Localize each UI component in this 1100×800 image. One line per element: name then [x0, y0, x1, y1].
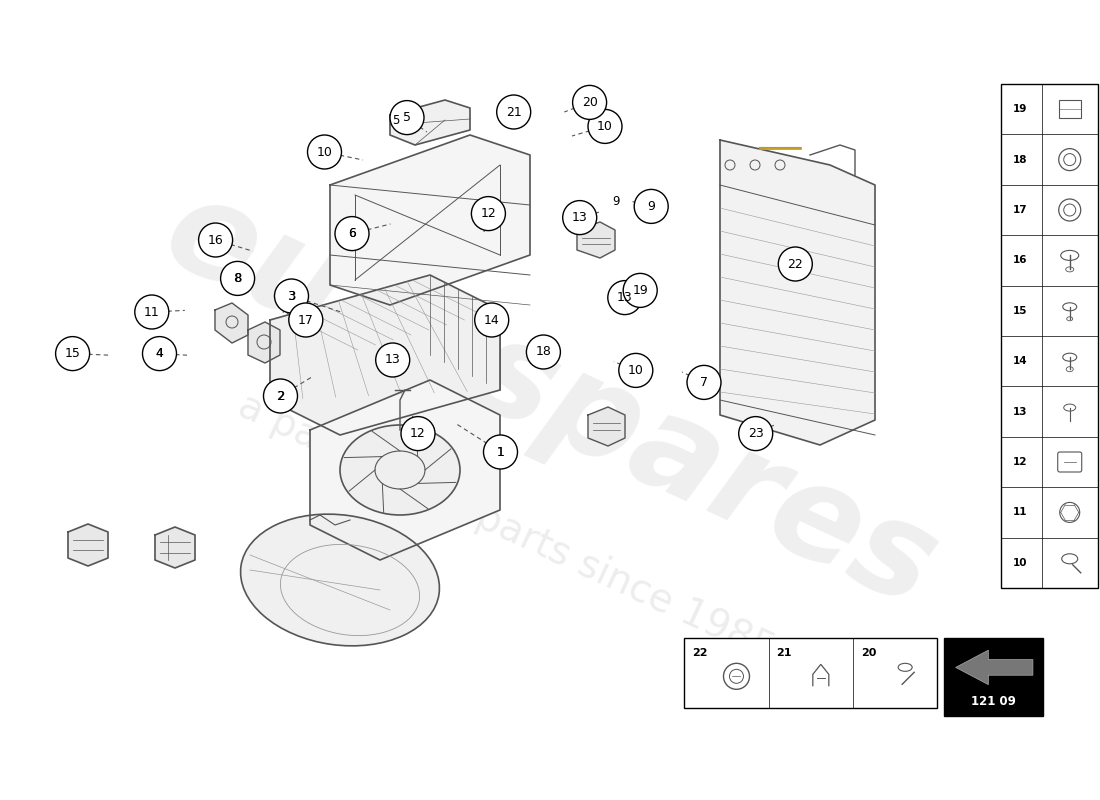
Text: 21: 21 — [777, 648, 792, 658]
Polygon shape — [588, 407, 625, 446]
Text: 6: 6 — [348, 227, 356, 240]
Text: 1: 1 — [496, 446, 505, 458]
Polygon shape — [68, 524, 108, 566]
Polygon shape — [956, 650, 1033, 685]
Circle shape — [608, 281, 641, 314]
Polygon shape — [270, 275, 500, 435]
Text: 19: 19 — [632, 284, 648, 297]
Text: eurospares: eurospares — [145, 166, 955, 634]
Circle shape — [688, 366, 720, 399]
Text: 9: 9 — [647, 200, 656, 213]
Circle shape — [573, 86, 606, 119]
Circle shape — [221, 262, 254, 295]
Text: 20: 20 — [861, 648, 877, 658]
FancyBboxPatch shape — [684, 638, 937, 708]
Text: 10: 10 — [1013, 558, 1027, 568]
Text: 13: 13 — [572, 211, 587, 224]
Circle shape — [624, 274, 657, 307]
Circle shape — [199, 223, 232, 257]
Circle shape — [376, 343, 409, 377]
Ellipse shape — [241, 514, 439, 646]
Text: a passion for parts since 1985: a passion for parts since 1985 — [232, 386, 780, 670]
Text: 11: 11 — [144, 306, 159, 318]
Text: 22: 22 — [692, 648, 707, 658]
Text: 14: 14 — [1013, 356, 1027, 366]
Circle shape — [264, 379, 297, 413]
Circle shape — [475, 303, 508, 337]
Text: 18: 18 — [536, 346, 551, 358]
Text: 15: 15 — [1013, 306, 1027, 316]
FancyBboxPatch shape — [944, 638, 1043, 716]
Polygon shape — [330, 135, 530, 305]
Text: 10: 10 — [628, 364, 643, 377]
Text: 14: 14 — [484, 314, 499, 326]
Circle shape — [779, 247, 812, 281]
Text: 3: 3 — [288, 290, 295, 302]
Circle shape — [336, 217, 368, 250]
Circle shape — [308, 135, 341, 169]
Text: 5: 5 — [403, 111, 411, 124]
Circle shape — [588, 110, 621, 143]
Polygon shape — [720, 140, 874, 445]
Text: 8: 8 — [233, 272, 242, 285]
Text: 8: 8 — [234, 272, 241, 285]
Text: 12: 12 — [1013, 457, 1027, 467]
Text: 16: 16 — [1013, 255, 1027, 266]
Polygon shape — [214, 303, 248, 343]
Circle shape — [402, 417, 434, 450]
Polygon shape — [578, 222, 615, 258]
Text: 12: 12 — [481, 207, 496, 220]
Text: 15: 15 — [65, 347, 80, 360]
Text: 4: 4 — [156, 347, 163, 360]
Text: 21: 21 — [506, 106, 521, 118]
Text: 19: 19 — [1013, 104, 1027, 114]
Circle shape — [143, 337, 176, 370]
Text: 4: 4 — [155, 347, 164, 360]
Text: 7: 7 — [700, 376, 708, 389]
Text: 23: 23 — [748, 427, 763, 440]
Text: 13: 13 — [1013, 406, 1027, 417]
Circle shape — [275, 279, 308, 313]
Text: 2: 2 — [277, 390, 284, 402]
Text: 1: 1 — [497, 446, 504, 458]
Text: 121 09: 121 09 — [971, 695, 1015, 708]
Circle shape — [56, 337, 89, 370]
Circle shape — [563, 201, 596, 234]
Ellipse shape — [340, 425, 460, 515]
Text: 11: 11 — [1013, 507, 1027, 518]
Text: 9: 9 — [613, 195, 619, 208]
Circle shape — [484, 435, 517, 469]
Polygon shape — [248, 322, 280, 363]
Circle shape — [527, 335, 560, 369]
Circle shape — [619, 354, 652, 387]
Text: 13: 13 — [617, 291, 632, 304]
Text: 10: 10 — [597, 120, 613, 133]
Text: 3: 3 — [287, 290, 296, 302]
Text: 17: 17 — [1013, 205, 1027, 215]
Text: 6: 6 — [349, 227, 355, 240]
Polygon shape — [390, 100, 470, 145]
FancyBboxPatch shape — [1001, 84, 1098, 588]
Text: 16: 16 — [208, 234, 223, 246]
Circle shape — [472, 197, 505, 230]
Circle shape — [135, 295, 168, 329]
Text: 13: 13 — [385, 354, 400, 366]
Circle shape — [390, 101, 424, 134]
Text: 18: 18 — [1013, 154, 1027, 165]
Text: 5: 5 — [393, 114, 399, 126]
Polygon shape — [310, 380, 500, 560]
Text: 12: 12 — [410, 427, 426, 440]
Text: 10: 10 — [317, 146, 332, 158]
Circle shape — [289, 303, 322, 337]
Circle shape — [635, 190, 668, 223]
Text: 22: 22 — [788, 258, 803, 270]
Text: 17: 17 — [298, 314, 314, 326]
Circle shape — [739, 417, 772, 450]
Text: 20: 20 — [582, 96, 597, 109]
Text: 2: 2 — [276, 390, 285, 402]
Circle shape — [497, 95, 530, 129]
Polygon shape — [155, 527, 195, 568]
